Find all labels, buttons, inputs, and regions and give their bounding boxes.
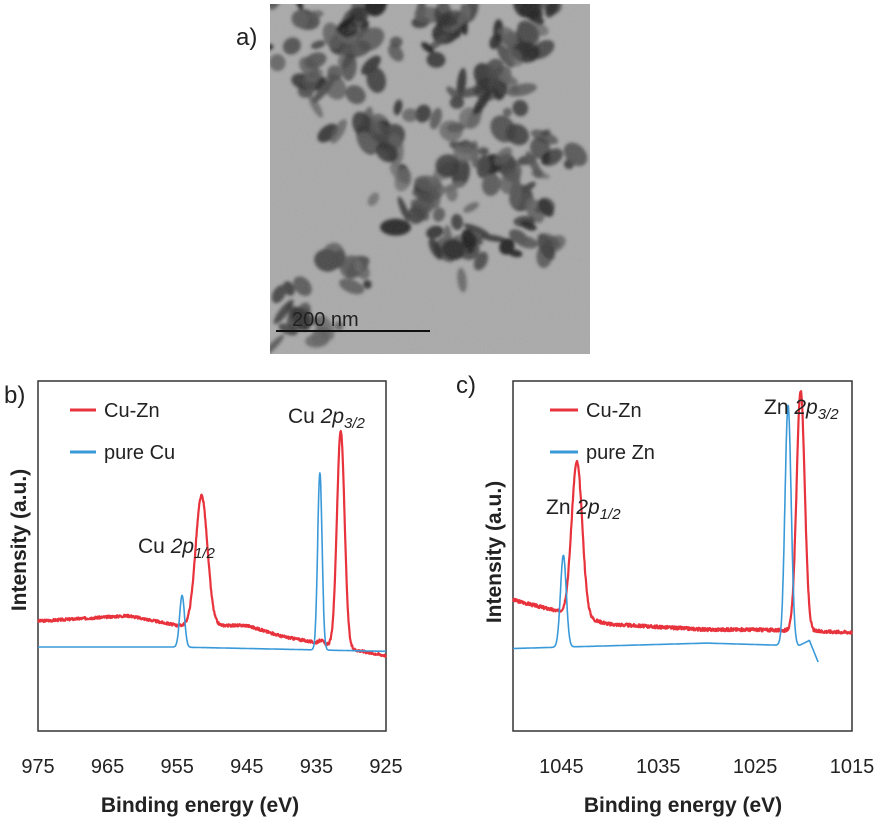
- chart-b-x-tick-label: 955: [161, 756, 194, 778]
- legend-label-cu-zn: Cu-Zn: [104, 400, 160, 422]
- chart-c-x-tick-label: 1015: [830, 756, 875, 778]
- chart-b-ylabel: Intensity (a.u.): [8, 469, 31, 611]
- chart-b-x-tick-label: 945: [230, 756, 263, 778]
- peak-label-zn-2p12: Zn 2p1/2: [546, 496, 621, 523]
- chart-c-ylabel: Intensity (a.u.): [483, 481, 506, 623]
- chart-c-x-tick-label: 1035: [636, 756, 681, 778]
- peak-label-zn-2p32: Zn 2p3/2: [764, 396, 839, 423]
- chart-b: b) Cu-Zn pure Cu Cu 2p1/2 Cu 2p3/2 975 96…: [4, 380, 403, 817]
- legend-label-cu-zn-c: Cu-Zn: [586, 400, 642, 422]
- peak-label-cu-2p32: Cu 2p3/2: [288, 405, 366, 432]
- scale-bar: 200 nm: [276, 309, 430, 332]
- chart-c-frame: [512, 380, 853, 732]
- legend-label-pure-zn: pure Zn: [586, 442, 655, 464]
- chart-b-x-tick-label: 965: [91, 756, 124, 778]
- panel-b-letter: b): [4, 382, 25, 409]
- chart-c: c) Cu-Zn pure Zn Zn 2p1/2 Zn 2p3/2 1045 1…: [456, 372, 874, 817]
- chart-b-xlabel: Binding energy (eV): [101, 794, 299, 817]
- chart-b-frame: [37, 380, 387, 732]
- chart-b-x-tick-label: 925: [369, 756, 402, 778]
- chart-c-x-tick-label: 1045: [539, 756, 584, 778]
- tem-micrograph: [270, 4, 590, 354]
- peak-label-cu-2p12: Cu 2p1/2: [138, 535, 216, 562]
- chart-c-xlabel: Binding energy (eV): [584, 794, 782, 817]
- panel-a-letter: a): [236, 24, 257, 51]
- chart-b-x-tick-label: 935: [300, 756, 333, 778]
- chart-b-series-pure-cu-line: [37, 472, 387, 653]
- chart-b-series-cu-zn-line: [37, 429, 388, 658]
- chart-b-legend: Cu-Zn pure Cu: [70, 400, 175, 464]
- chart-c-series-cu-zn-line: [512, 390, 854, 635]
- legend-label-pure-cu: pure Cu: [104, 442, 175, 464]
- chart-c-legend: Cu-Zn pure Zn: [550, 400, 655, 464]
- chart-c-series-pure-zn-line: [512, 404, 819, 663]
- panel-c-letter: c): [456, 372, 476, 399]
- chart-c-x-tick-label: 1025: [733, 756, 778, 778]
- scale-bar-label: 200 nm: [292, 309, 359, 331]
- chart-b-x-tick-label: 975: [21, 756, 54, 778]
